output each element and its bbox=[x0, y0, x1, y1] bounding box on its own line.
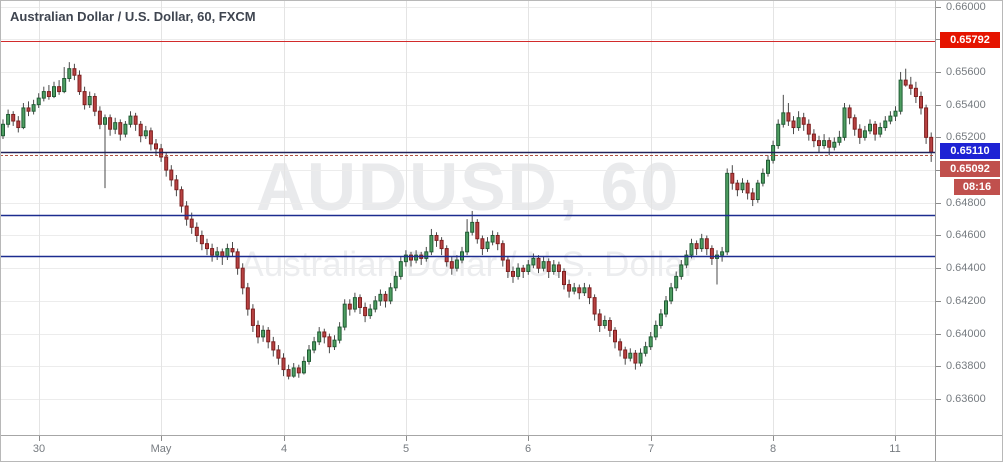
price-level-badge: 0.65110 bbox=[940, 143, 1000, 159]
price-level-badge: 0.65092 bbox=[940, 161, 1000, 177]
price-axis-label: 0.64200 bbox=[946, 295, 986, 307]
chart-canvas[interactable] bbox=[0, 0, 936, 435]
price-axis-label: 0.64800 bbox=[946, 197, 986, 209]
time-axis-tick bbox=[528, 436, 529, 441]
time-axis-label: May bbox=[150, 443, 172, 455]
price-level-badge: 0.65792 bbox=[940, 32, 1000, 48]
price-axis-tick bbox=[936, 366, 941, 367]
price-axis-tick bbox=[936, 72, 941, 73]
time-axis-label: 8 bbox=[769, 443, 777, 455]
time-axis-label: 4 bbox=[280, 443, 288, 455]
price-axis-tick bbox=[936, 268, 941, 269]
grid-layer bbox=[0, 0, 936, 435]
time-axis-tick bbox=[161, 436, 162, 441]
chart-legend-title[interactable]: Australian Dollar / U.S. Dollar, 60, FXC… bbox=[10, 9, 256, 24]
time-axis-label: 7 bbox=[647, 443, 655, 455]
time-axis-tick bbox=[39, 436, 40, 441]
price-axis-label: 0.65600 bbox=[946, 66, 986, 78]
time-axis-tick bbox=[773, 436, 774, 441]
price-axis-tick bbox=[936, 39, 941, 40]
price-axis-tick bbox=[936, 203, 941, 204]
time-axis[interactable]: 30 May 4 5 6 7 8 11 bbox=[0, 435, 1003, 462]
price-axis-label: 0.64000 bbox=[946, 328, 986, 340]
price-axis-label: 0.63600 bbox=[946, 393, 986, 405]
price-axis-label: 0.63800 bbox=[946, 360, 986, 372]
time-axis-label: 30 bbox=[32, 443, 46, 455]
time-axis-label: 6 bbox=[524, 443, 532, 455]
time-axis-tick bbox=[284, 436, 285, 441]
price-axis-tick bbox=[936, 7, 941, 8]
bar-countdown-badge: 08:16 bbox=[954, 179, 1000, 195]
price-axis-label: 0.66000 bbox=[946, 1, 986, 13]
time-axis-label: 5 bbox=[402, 443, 410, 455]
time-axis-tick bbox=[895, 436, 896, 441]
time-axis-tick bbox=[651, 436, 652, 441]
price-axis-tick bbox=[936, 334, 941, 335]
price-axis[interactable]: 0.66000 0.65600 0.65400 0.65200 0.64800 0.646… bbox=[936, 0, 1003, 435]
price-axis-tick bbox=[936, 137, 941, 138]
price-axis-label: 0.65200 bbox=[946, 131, 986, 143]
price-axis-tick bbox=[936, 105, 941, 106]
price-axis-tick bbox=[936, 170, 941, 171]
price-axis-label: 0.64600 bbox=[946, 229, 986, 241]
price-levels-layer[interactable] bbox=[0, 41, 936, 258]
time-axis-label: 11 bbox=[889, 443, 901, 455]
price-axis-tick bbox=[936, 301, 941, 302]
axis-separator-vertical bbox=[935, 0, 936, 462]
price-axis-tick bbox=[936, 235, 941, 236]
price-axis-tick bbox=[936, 399, 941, 400]
price-axis-label: 0.65400 bbox=[946, 99, 986, 111]
candlestick-layer bbox=[1, 62, 934, 380]
price-axis-label: 0.64400 bbox=[946, 262, 986, 274]
time-axis-tick bbox=[406, 436, 407, 441]
